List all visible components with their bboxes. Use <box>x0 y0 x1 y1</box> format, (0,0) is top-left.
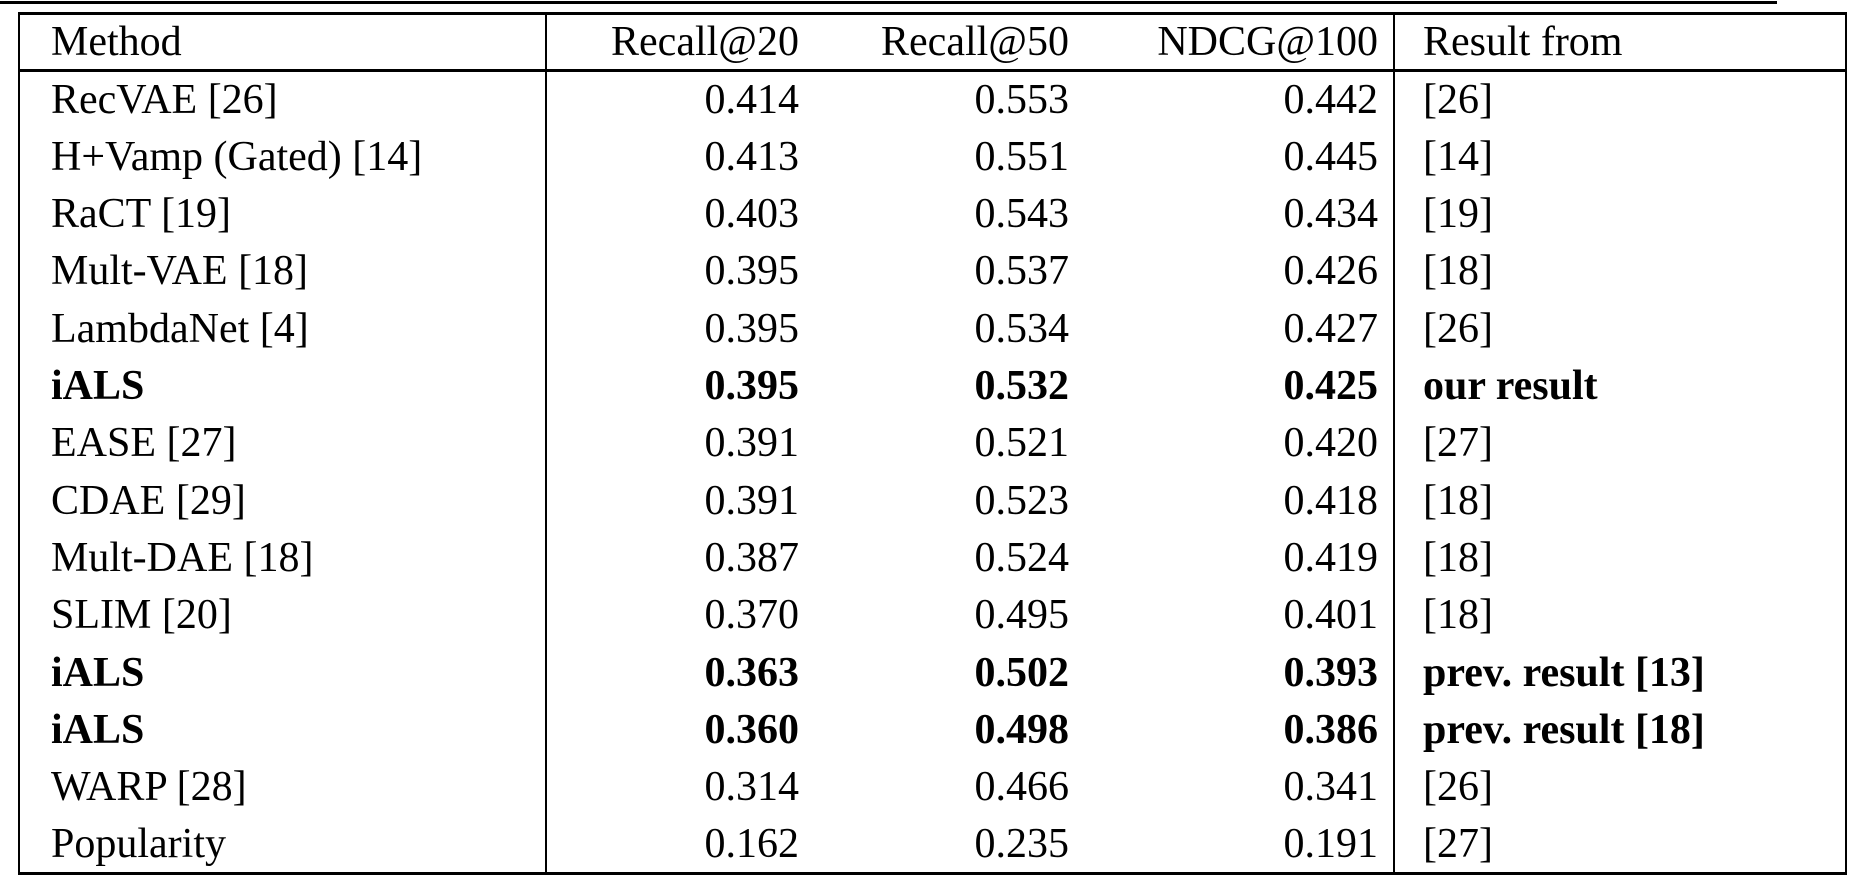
cell-method: iALS <box>19 701 547 759</box>
cell-recall50: 0.498 <box>974 706 1070 753</box>
cell-ndcg100: 0.445 <box>1081 127 1395 186</box>
cell-recall20: 0.413 <box>704 133 800 180</box>
results-table: Method Recall@20 Recall@50 NDCG@100 Resu… <box>18 12 1847 875</box>
cell-recall50: 0.537 <box>974 248 1070 295</box>
cell-result-from: [26] <box>1423 764 1493 811</box>
cell-ndcg100: 0.401 <box>1081 586 1395 644</box>
cell-method: CDAE [29] <box>19 471 547 530</box>
cell-result-from: [27] <box>1423 420 1493 467</box>
table-row: SLIM [20] 0.370 0.495 0.401 [18] <box>19 586 1846 644</box>
cell-method: EASE [27] <box>19 414 547 472</box>
cell-ndcg100: 0.427 <box>1081 299 1395 358</box>
table-row: H+Vamp (Gated) [14] 0.413 0.551 0.445 [1… <box>19 127 1846 186</box>
cell-recall20: 0.391 <box>704 420 800 467</box>
cell-ndcg100: 0.341 <box>1081 758 1395 816</box>
cell-method: Mult-VAE [18] <box>19 242 547 300</box>
table-row: EASE [27] 0.391 0.521 0.420 [27] <box>19 414 1846 472</box>
table-row: iALS 0.360 0.498 0.386 prev. result [18] <box>19 701 1846 759</box>
cell-recall50: 0.523 <box>974 477 1070 524</box>
cell-result-from: [27] <box>1423 820 1493 867</box>
header-row: Method Recall@20 Recall@50 NDCG@100 Resu… <box>19 13 1846 72</box>
cell-method: RaCT [19] <box>19 185 547 243</box>
cell-recall50: 0.524 <box>974 534 1070 581</box>
cell-result-from: [18] <box>1423 248 1493 295</box>
cell-ndcg100: 0.419 <box>1081 529 1395 587</box>
table-row: Popularity 0.162 0.235 0.191 [27] <box>19 815 1846 874</box>
col-header-ndcg100: NDCG@100 <box>1081 13 1395 72</box>
cell-result-from: [18] <box>1423 592 1493 639</box>
top-rule <box>0 1 1777 4</box>
cell-result-from: [26] <box>1423 305 1493 352</box>
cell-recall20: 0.314 <box>704 764 800 811</box>
cell-recall20: 0.387 <box>704 534 800 581</box>
cell-recall50: 0.235 <box>974 820 1070 867</box>
table-row: Mult-DAE [18] 0.387 0.524 0.419 [18] <box>19 529 1846 587</box>
cell-method: SLIM [20] <box>19 586 547 644</box>
table-row: Mult-VAE [18] 0.395 0.537 0.426 [18] <box>19 242 1846 300</box>
col-header-result-from: Result from <box>1394 13 1846 72</box>
table-row: CDAE [29] 0.391 0.523 0.418 [18] <box>19 471 1846 530</box>
cell-result-from: [19] <box>1423 190 1493 237</box>
col-header-recall20: Recall@20 <box>546 13 811 72</box>
cell-result-from: prev. result [18] <box>1423 706 1705 753</box>
cell-recall20: 0.395 <box>704 362 800 409</box>
cell-method: H+Vamp (Gated) [14] <box>19 127 547 186</box>
cell-result-from: [14] <box>1423 133 1493 180</box>
cell-method: iALS <box>19 357 547 415</box>
cell-recall20: 0.363 <box>704 649 800 696</box>
cell-recall20: 0.395 <box>704 305 800 352</box>
cell-method: iALS <box>19 643 547 702</box>
cell-ndcg100: 0.191 <box>1081 815 1395 874</box>
table-row: iALS 0.395 0.532 0.425 our result <box>19 357 1846 415</box>
cell-ndcg100: 0.426 <box>1081 242 1395 300</box>
cell-recall50: 0.466 <box>974 764 1070 811</box>
cell-method: Mult-DAE [18] <box>19 529 547 587</box>
cell-recall50: 0.532 <box>974 362 1070 409</box>
cell-recall50: 0.521 <box>974 420 1070 467</box>
cell-ndcg100: 0.434 <box>1081 185 1395 243</box>
table-row: iALS 0.363 0.502 0.393 prev. result [13] <box>19 643 1846 702</box>
cell-result-from: [18] <box>1423 477 1493 524</box>
cell-result-from: prev. result [13] <box>1423 649 1705 696</box>
cell-recall20: 0.360 <box>704 706 800 753</box>
cell-recall50: 0.502 <box>974 649 1070 696</box>
cell-recall20: 0.395 <box>704 248 800 295</box>
cell-recall20: 0.391 <box>704 477 800 524</box>
table-body: RecVAE [26] 0.414 0.553 0.442 [26] H+Vam… <box>19 70 1846 874</box>
cell-recall20: 0.414 <box>704 76 800 123</box>
cell-result-from: [18] <box>1423 534 1493 581</box>
col-header-recall50: Recall@50 <box>811 13 1081 72</box>
cell-result-from: [26] <box>1423 76 1493 123</box>
cell-recall20: 0.403 <box>704 190 800 237</box>
table-row: LambdaNet [4] 0.395 0.534 0.427 [26] <box>19 299 1846 358</box>
cell-recall50: 0.534 <box>974 305 1070 352</box>
cell-method: RecVAE [26] <box>19 70 547 128</box>
cell-recall20: 0.370 <box>704 592 800 639</box>
cell-method: Popularity <box>19 815 547 874</box>
cell-recall50: 0.553 <box>974 76 1070 123</box>
cell-result-from: our result <box>1423 362 1598 409</box>
cell-ndcg100: 0.442 <box>1081 70 1395 128</box>
cell-method: WARP [28] <box>19 758 547 816</box>
col-header-method: Method <box>19 13 547 72</box>
table-row: WARP [28] 0.314 0.466 0.341 [26] <box>19 758 1846 816</box>
cell-ndcg100: 0.386 <box>1081 701 1395 759</box>
cell-ndcg100: 0.420 <box>1081 414 1395 472</box>
cell-ndcg100: 0.418 <box>1081 471 1395 530</box>
cell-recall50: 0.495 <box>974 592 1070 639</box>
cell-recall50: 0.543 <box>974 190 1070 237</box>
cell-ndcg100: 0.425 <box>1081 357 1395 415</box>
cell-recall20: 0.162 <box>704 820 800 867</box>
cell-recall50: 0.551 <box>974 133 1070 180</box>
cell-ndcg100: 0.393 <box>1081 643 1395 702</box>
table-row: RaCT [19] 0.403 0.543 0.434 [19] <box>19 185 1846 243</box>
table-row: RecVAE [26] 0.414 0.553 0.442 [26] <box>19 70 1846 128</box>
cell-method: LambdaNet [4] <box>19 299 547 358</box>
